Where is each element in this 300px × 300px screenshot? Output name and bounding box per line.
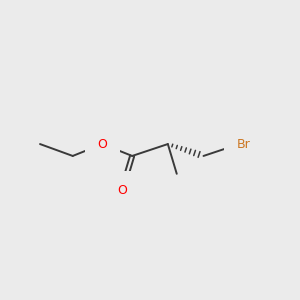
Text: O: O <box>117 184 127 196</box>
Text: O: O <box>98 138 107 151</box>
Text: Br: Br <box>237 138 250 151</box>
